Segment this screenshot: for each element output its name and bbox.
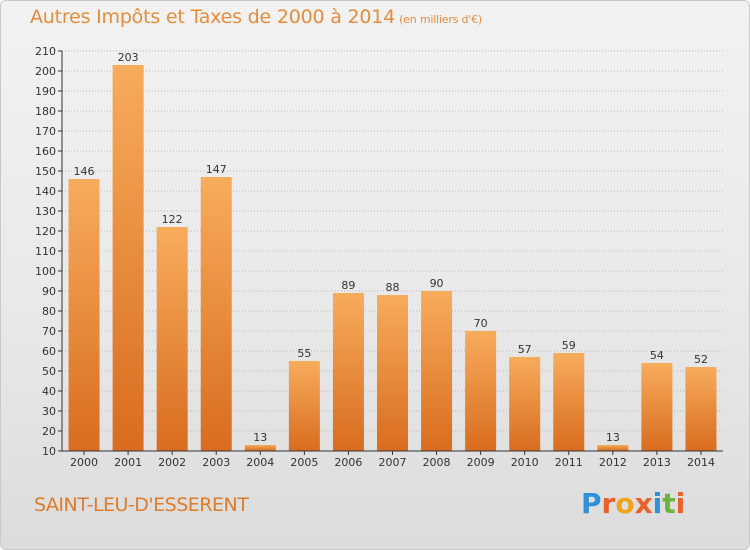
city-name: SAINT-LEU-D'ESSERENT bbox=[34, 494, 249, 516]
bar bbox=[641, 363, 673, 451]
bar bbox=[597, 445, 629, 451]
bar-value-label: 147 bbox=[206, 163, 227, 176]
bar bbox=[112, 65, 144, 451]
y-tick-label: 70 bbox=[42, 325, 56, 338]
x-tick-label: 2011 bbox=[555, 456, 583, 469]
bar-value-label: 89 bbox=[341, 279, 355, 292]
y-tick-label: 100 bbox=[35, 265, 56, 278]
y-tick-label: 170 bbox=[35, 125, 56, 138]
logo-letter: i bbox=[652, 487, 663, 520]
x-tick-label: 2002 bbox=[158, 456, 186, 469]
chart-subtitle: (en milliers d'€) bbox=[399, 13, 482, 26]
y-tick-label: 120 bbox=[35, 225, 56, 238]
y-tick-label: 60 bbox=[42, 345, 56, 358]
bar bbox=[68, 179, 100, 451]
bar-value-label: 54 bbox=[650, 349, 664, 362]
y-tick-label: 90 bbox=[42, 285, 56, 298]
bar bbox=[332, 293, 364, 451]
x-tick-label: 2013 bbox=[643, 456, 671, 469]
bars: 146 203 122 147 13 55 89 88 90 70 57 59 13 54 52 bbox=[68, 51, 717, 451]
x-tick-label: 2009 bbox=[467, 456, 495, 469]
y-tick-label: 160 bbox=[35, 145, 56, 158]
y-tick-label: 140 bbox=[35, 185, 56, 198]
bar-value-label: 90 bbox=[430, 277, 444, 290]
bar-value-label: 13 bbox=[606, 431, 620, 444]
bar-value-label: 55 bbox=[297, 347, 311, 360]
x-tick-label: 2014 bbox=[687, 456, 715, 469]
bar bbox=[244, 445, 276, 451]
logo-letter: t bbox=[662, 487, 676, 520]
y-tick-label: 30 bbox=[42, 405, 56, 418]
y-tick-label: 150 bbox=[35, 165, 56, 178]
bar-value-label: 146 bbox=[74, 165, 95, 178]
x-tick-label: 2006 bbox=[334, 456, 362, 469]
bar-value-label: 13 bbox=[253, 431, 267, 444]
bar bbox=[377, 295, 408, 451]
y-tick-label: 110 bbox=[35, 245, 56, 258]
x-tick-label: 2008 bbox=[423, 456, 451, 469]
y-tick-label: 40 bbox=[42, 385, 56, 398]
bar bbox=[465, 331, 497, 451]
x-tick-label: 2003 bbox=[202, 456, 230, 469]
bar bbox=[509, 357, 541, 451]
x-tick-label: 2004 bbox=[246, 456, 274, 469]
bar bbox=[200, 177, 232, 451]
logo-letter: i bbox=[675, 487, 686, 520]
proxiti-logo[interactable]: Proxiti bbox=[581, 487, 685, 520]
bar-value-label: 70 bbox=[474, 317, 488, 330]
y-tick-label: 80 bbox=[42, 305, 56, 318]
bar bbox=[685, 367, 717, 451]
bar-value-label: 88 bbox=[386, 281, 400, 294]
logo-letter: P bbox=[581, 487, 602, 520]
bar bbox=[553, 353, 585, 451]
bar-value-label: 203 bbox=[118, 51, 139, 64]
y-tick-label: 130 bbox=[35, 205, 56, 218]
bar bbox=[421, 291, 453, 451]
y-tick-label: 20 bbox=[42, 425, 56, 438]
bar-value-label: 57 bbox=[518, 343, 532, 356]
x-tick-label: 2005 bbox=[290, 456, 318, 469]
axes: 10 20 30 40 50 60 70 80 90 100 110 120 130 140 150 160 1… bbox=[35, 45, 723, 469]
logo-letter: o bbox=[615, 487, 635, 520]
bar-value-label: 52 bbox=[694, 353, 708, 366]
bar-value-label: 122 bbox=[162, 213, 183, 226]
logo-letter: r bbox=[601, 487, 616, 520]
y-tick-label: 200 bbox=[35, 65, 56, 78]
x-tick-label: 2007 bbox=[379, 456, 407, 469]
x-tick-label: 2001 bbox=[114, 456, 142, 469]
y-tick-label: 180 bbox=[35, 105, 56, 118]
bar bbox=[288, 361, 320, 451]
x-tick-label: 2012 bbox=[599, 456, 627, 469]
x-tick-label: 2000 bbox=[70, 456, 98, 469]
y-tick-label: 190 bbox=[35, 85, 56, 98]
y-tick-label: 10 bbox=[42, 445, 56, 458]
y-tick-label: 50 bbox=[42, 365, 56, 378]
logo-letter: x bbox=[634, 487, 653, 520]
y-tick-label: 210 bbox=[35, 45, 56, 58]
x-tick-label: 2010 bbox=[511, 456, 539, 469]
bar bbox=[156, 227, 188, 451]
chart-title: Autres Impôts et Taxes de 2000 à 2014 (en… bbox=[30, 6, 482, 28]
chart-title-text: Autres Impôts et Taxes de 2000 à 2014 bbox=[30, 6, 396, 28]
bar-value-label: 59 bbox=[562, 339, 576, 352]
